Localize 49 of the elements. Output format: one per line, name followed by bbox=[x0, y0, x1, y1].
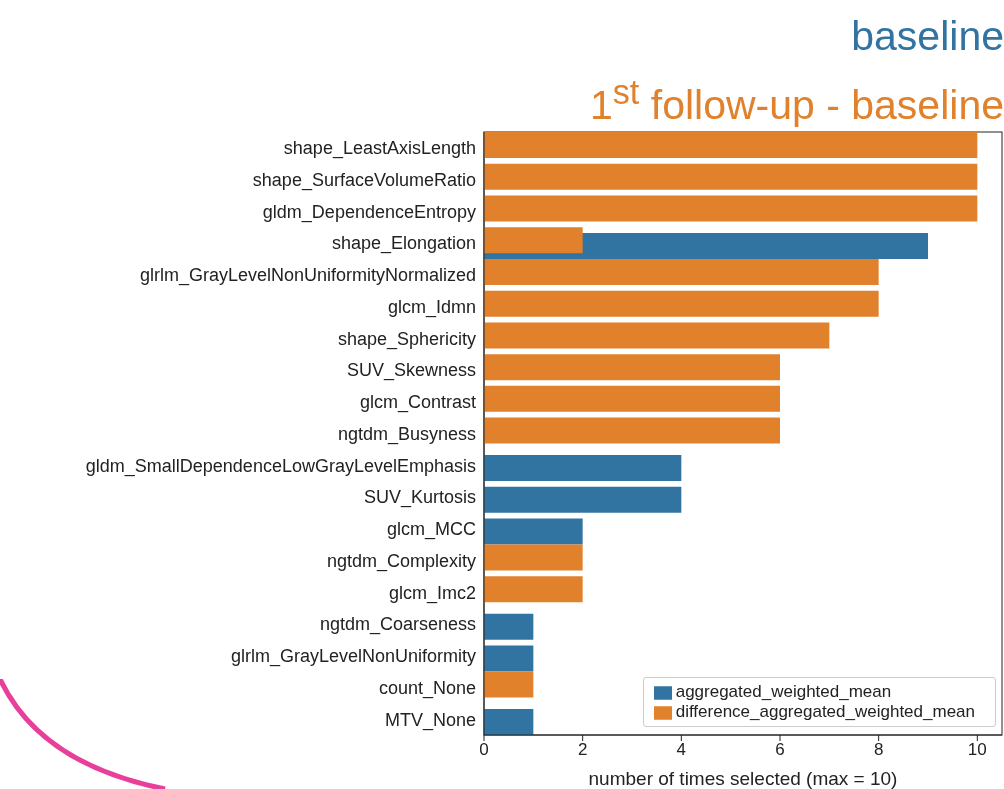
y-tick-label: glcm_Imc2 bbox=[388, 582, 476, 604]
bar bbox=[484, 613, 534, 640]
x-tick-label: 2 bbox=[577, 740, 588, 760]
legend-label: difference_aggregated_weighted_mean bbox=[675, 702, 975, 721]
bar bbox=[484, 645, 534, 672]
y-tick-label: ngtdm_Busyness bbox=[337, 423, 476, 445]
bar bbox=[484, 671, 534, 698]
bar bbox=[484, 290, 879, 317]
bar bbox=[484, 576, 583, 603]
bar bbox=[484, 486, 682, 513]
y-tick-label: count_None bbox=[378, 677, 476, 699]
bar bbox=[484, 518, 583, 545]
bar bbox=[484, 455, 682, 482]
y-tick-label: MTV_None bbox=[384, 709, 476, 731]
bar bbox=[484, 544, 583, 571]
x-tick-label: 6 bbox=[775, 740, 785, 760]
y-tick-label: ngtdm_Complexity bbox=[326, 550, 476, 572]
y-tick-label: shape_Elongation bbox=[331, 233, 476, 255]
x-tick-label: 4 bbox=[676, 740, 687, 760]
y-tick-label: shape_Sphericity bbox=[337, 328, 476, 350]
bar bbox=[484, 354, 780, 381]
bar bbox=[484, 258, 879, 285]
y-tick-label: gldm_DependenceEntropy bbox=[262, 201, 476, 223]
bar bbox=[484, 385, 780, 412]
legend-label: aggregated_weighted_mean bbox=[675, 682, 892, 701]
x-tick-label: 10 bbox=[967, 740, 987, 760]
x-tick-label: 0 bbox=[479, 740, 489, 760]
bar bbox=[484, 195, 978, 222]
bar bbox=[484, 163, 978, 190]
y-tick-label: glrlm_GrayLevelNonUniformity bbox=[230, 646, 476, 668]
x-tick-label: 8 bbox=[873, 740, 884, 760]
y-tick-label: shape_SurfaceVolumeRatio bbox=[252, 170, 476, 191]
y-tick-label: glcm_Contrast bbox=[359, 392, 476, 414]
x-axis-title: number of times selected (max = 10) bbox=[588, 768, 898, 789]
y-tick-label: ngtdm_Coarseness bbox=[319, 614, 476, 636]
y-tick-label: glcm_MCC bbox=[386, 519, 476, 541]
y-tick-label: glcm_Idmn bbox=[387, 296, 476, 318]
y-tick-label: glrlm_GrayLevelNonUniformityNormalized bbox=[139, 265, 476, 287]
bar bbox=[484, 417, 780, 444]
y-tick-label: gldm_SmallDependenceLowGrayLevelEmphasis bbox=[85, 455, 476, 477]
bar bbox=[484, 131, 978, 158]
y-tick-label: SUV_Kurtosis bbox=[363, 487, 476, 509]
bar bbox=[484, 708, 534, 735]
chart-title: baseline bbox=[850, 12, 1004, 61]
chart-subtitle: 1$^{st}$ follow-up - baseline bbox=[589, 72, 1004, 130]
y-tick-label: SUV_Skewness bbox=[346, 360, 476, 382]
y-tick-label: shape_LeastAxisLength bbox=[283, 138, 476, 160]
bar bbox=[484, 227, 583, 254]
bar bbox=[484, 322, 830, 349]
